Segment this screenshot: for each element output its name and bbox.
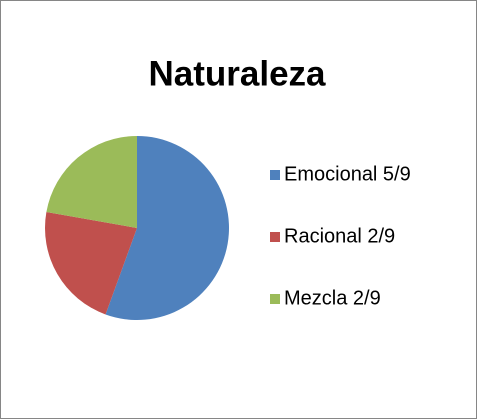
legend-swatch — [270, 170, 280, 180]
legend-label: Mezcla 2/9 — [284, 287, 381, 309]
legend-label: Racional 2/9 — [284, 225, 395, 247]
pie-slice — [105, 136, 230, 320]
pie-slice — [46, 136, 137, 228]
legend-label: Emocional 5/9 — [284, 163, 411, 185]
legend-swatch — [270, 294, 280, 304]
chart-title: Naturaleza — [148, 54, 326, 93]
pie-slice — [44, 212, 137, 315]
legend-swatch — [270, 232, 280, 242]
